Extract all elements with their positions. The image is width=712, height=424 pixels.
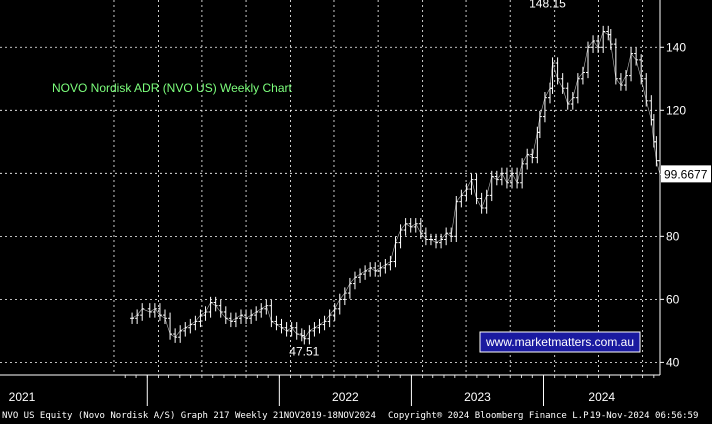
y-tick-label: 140 bbox=[666, 40, 686, 54]
watermark[interactable]: www.marketmatters.com.au bbox=[479, 331, 641, 353]
price-series bbox=[130, 25, 662, 345]
footer-copyright: Copyright® 2024 Bloomberg Finance L.P. bbox=[388, 411, 594, 421]
footer-security: NVO US Equity (Novo Nordisk A/S) Graph 2… bbox=[2, 411, 376, 421]
chart-labels: 148.15 47.51 99.6677 bbox=[289, 0, 711, 359]
chart-title: NOVO Nordisk ADR (NVO US) Weekly Chart bbox=[52, 81, 292, 95]
y-tick-label: 40 bbox=[666, 355, 680, 369]
y-tick-label: 80 bbox=[666, 229, 680, 243]
last-price-box bbox=[661, 165, 711, 183]
x-tick-label: 2024 bbox=[588, 390, 615, 404]
x-tick-label: 2021 bbox=[9, 390, 36, 404]
grid-lines bbox=[0, 0, 660, 375]
footer: NVO US Equity (Novo Nordisk A/S) Graph 2… bbox=[0, 408, 712, 424]
x-tick-label: 2022 bbox=[332, 390, 359, 404]
y-tick-label: 60 bbox=[666, 292, 680, 306]
y-tick-label: 120 bbox=[666, 103, 686, 117]
price-line bbox=[131, 31, 661, 340]
footer-timestamp: 19-Nov-2024 06:56:59 bbox=[590, 411, 699, 421]
price-chart: 40 60 80 120 140 2021 2022 2023 2024 148.15 47.51… bbox=[0, 0, 712, 408]
watermark-text[interactable]: www.marketmatters.com.au bbox=[485, 335, 634, 349]
x-tick-label: 2023 bbox=[464, 390, 491, 404]
last-price-label: 99.6677 bbox=[664, 167, 708, 181]
annotation-label: 47.51 bbox=[289, 345, 319, 359]
annotation-label: 148.15 bbox=[529, 0, 566, 11]
axes: 40 60 80 120 140 2021 2022 2023 2024 bbox=[0, 0, 686, 406]
